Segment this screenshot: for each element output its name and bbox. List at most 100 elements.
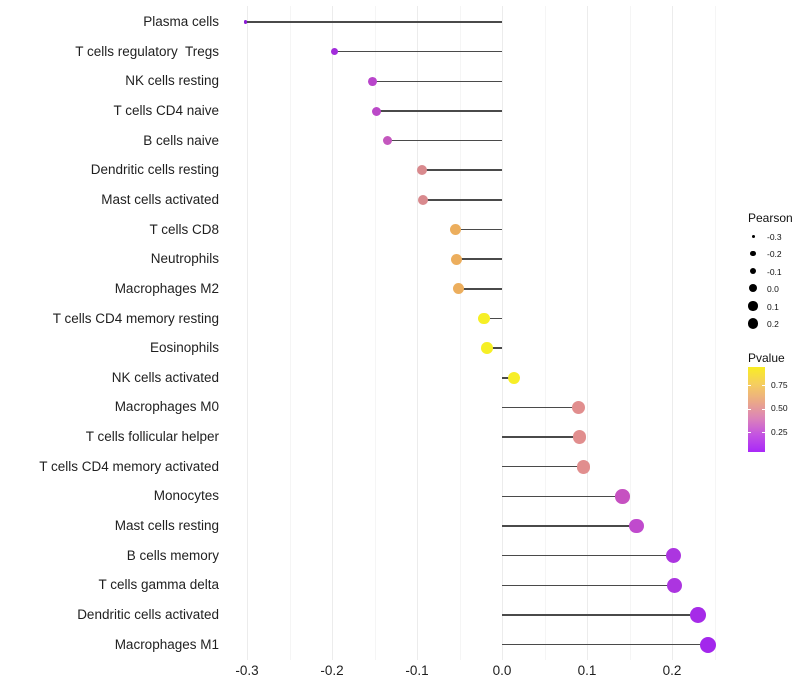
y-axis-label: T cells regulatory Tregs: [75, 43, 219, 59]
pvalue-tick-mark: [762, 432, 765, 433]
pvalue-gradient-bar: [748, 367, 765, 452]
y-axis-label: Dendritic cells activated: [77, 607, 219, 622]
stem: [502, 554, 674, 557]
gridline: [459, 6, 461, 660]
pvalue-tick-label: 0.75: [771, 379, 788, 390]
point: [449, 224, 461, 236]
stem: [456, 258, 502, 260]
pvalue-tick-mark: [748, 408, 751, 410]
gridline: [247, 6, 248, 660]
point: [243, 20, 247, 24]
stem: [455, 228, 503, 231]
pearson-legend-dot: [748, 301, 758, 311]
stem: [502, 614, 699, 616]
point: [666, 577, 683, 593]
stem: [486, 347, 502, 349]
gridline: [714, 6, 716, 660]
y-axis-label: T cells CD8: [149, 221, 219, 237]
gridline: [417, 6, 418, 660]
y-axis-label: B cells memory: [126, 547, 219, 563]
stem: [245, 21, 502, 23]
pearson-legend-label: 0.2: [767, 319, 779, 329]
pvalue-legend-title: Pvalue: [748, 351, 785, 365]
point: [576, 459, 591, 474]
pvalue-tick-mark: [762, 385, 765, 386]
y-axis-label: Mast cells activated: [101, 191, 219, 207]
point: [451, 253, 463, 265]
point: [666, 548, 682, 564]
stem: [334, 50, 502, 53]
pearson-legend-label: -0.1: [767, 266, 782, 277]
gridline: [502, 6, 503, 660]
point: [453, 283, 465, 295]
y-axis-label: Eosinophils: [149, 340, 219, 356]
point: [417, 194, 429, 206]
stem: [372, 80, 502, 83]
pvalue-tick-label: 0.50: [771, 403, 788, 413]
point: [571, 400, 586, 415]
gridline: [629, 6, 631, 660]
y-axis-label: B cells naive: [143, 132, 219, 148]
y-axis-label: T cells gamma delta: [98, 577, 219, 593]
pearson-legend-label: 0.1: [767, 301, 779, 312]
pearson-legend-title: Pearson: [748, 211, 793, 225]
point: [699, 636, 716, 653]
pearson-legend-dot: [750, 250, 756, 257]
stem: [387, 139, 503, 142]
point: [628, 518, 644, 534]
y-axis-label: NK cells resting: [125, 73, 219, 89]
point: [690, 607, 707, 623]
point: [417, 165, 428, 176]
stem: [502, 495, 623, 498]
gridline: [374, 6, 376, 660]
pvalue-tick-mark: [748, 385, 751, 386]
stem: [502, 525, 637, 527]
gridline: [587, 6, 588, 660]
x-tick-label: -0.1: [405, 663, 429, 678]
point: [478, 312, 490, 325]
y-axis-label: Macrophages M1: [114, 636, 219, 652]
y-axis-label: Macrophages M0: [114, 399, 219, 415]
x-tick-label: -0.3: [235, 663, 259, 678]
x-tick-label: 0.1: [577, 663, 597, 678]
stem: [502, 436, 580, 438]
x-tick-label: -0.2: [320, 663, 344, 678]
y-axis-label: T cells CD4 memory activated: [39, 458, 219, 474]
point: [382, 136, 392, 146]
y-axis-label: Plasma cells: [143, 14, 219, 29]
pearson-legend-label: -0.2: [767, 249, 782, 259]
pearson-legend-dot: [747, 318, 759, 329]
x-tick-label: 0.0: [492, 663, 512, 678]
stem: [484, 317, 502, 320]
stem: [502, 465, 584, 468]
pearson-legend-dot: [751, 234, 755, 238]
stem: [458, 288, 502, 290]
x-tick-label: 0.2: [662, 663, 682, 678]
y-axis-label: Monocytes: [153, 488, 219, 504]
stem: [502, 406, 579, 409]
y-axis-label: Dendritic cells resting: [90, 162, 219, 178]
stem: [422, 199, 502, 201]
gridline: [544, 6, 546, 660]
y-axis-label: Mast cells resting: [114, 518, 219, 533]
stem: [502, 584, 675, 587]
point: [572, 430, 587, 444]
y-axis-label: T cells follicular helper: [85, 429, 219, 445]
pvalue-tick-mark: [748, 432, 751, 433]
stem: [502, 643, 708, 646]
gridline: [672, 6, 673, 660]
gridline: [289, 6, 291, 660]
point: [371, 106, 381, 116]
y-axis-label: Neutrophils: [150, 251, 219, 267]
stem: [376, 110, 502, 112]
pearson-legend-dot: [748, 284, 757, 293]
y-axis-label: T cells CD4 naive: [113, 102, 219, 118]
pvalue-tick-mark: [762, 408, 765, 410]
pearson-legend-label: -0.3: [767, 231, 782, 242]
pearson-legend-label: 0.0: [767, 284, 779, 294]
point: [330, 47, 339, 56]
y-axis-label: T cells CD4 memory resting: [52, 310, 219, 326]
stem: [422, 169, 502, 171]
y-axis-label: NK cells activated: [111, 369, 219, 385]
